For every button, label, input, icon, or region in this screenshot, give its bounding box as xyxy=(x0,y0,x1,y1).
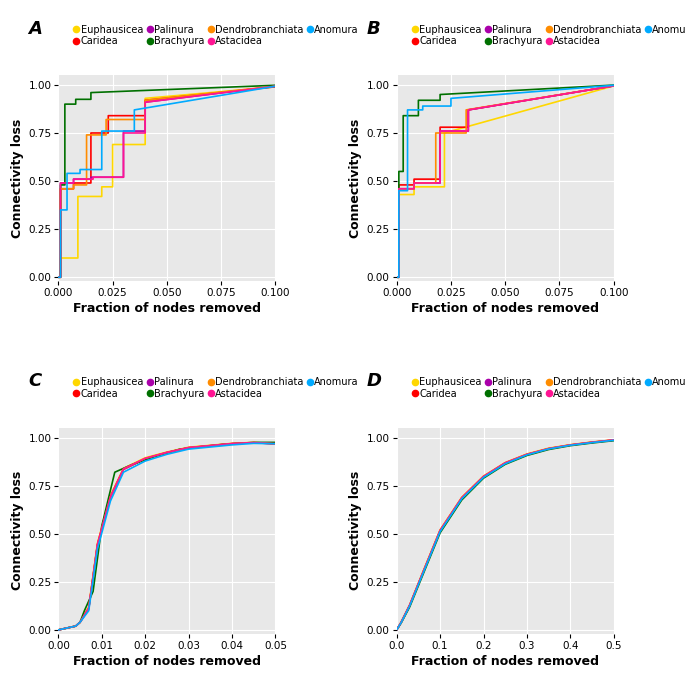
Legend: Euphausicea, Caridea, Palinura, Brachyura, Dendrobranchiata, Astacidea, Anomura: Euphausicea, Caridea, Palinura, Brachyur… xyxy=(74,24,358,46)
Y-axis label: Connectivity loss: Connectivity loss xyxy=(11,119,24,238)
X-axis label: Fraction of nodes removed: Fraction of nodes removed xyxy=(411,655,599,668)
X-axis label: Fraction of nodes removed: Fraction of nodes removed xyxy=(411,302,599,315)
Legend: Euphausicea, Caridea, Palinura, Brachyura, Dendrobranchiata, Astacidea, Anomura: Euphausicea, Caridea, Palinura, Brachyur… xyxy=(412,378,685,399)
Y-axis label: Connectivity loss: Connectivity loss xyxy=(349,471,362,591)
Y-axis label: Connectivity loss: Connectivity loss xyxy=(349,119,362,238)
Text: D: D xyxy=(366,372,382,390)
Legend: Euphausicea, Caridea, Palinura, Brachyura, Dendrobranchiata, Astacidea, Anomura: Euphausicea, Caridea, Palinura, Brachyur… xyxy=(74,378,358,399)
Text: A: A xyxy=(28,20,42,38)
Y-axis label: Connectivity loss: Connectivity loss xyxy=(11,471,24,591)
Text: B: B xyxy=(366,20,380,38)
Legend: Euphausicea, Caridea, Palinura, Brachyura, Dendrobranchiata, Astacidea, Anomura: Euphausicea, Caridea, Palinura, Brachyur… xyxy=(412,24,685,46)
Text: C: C xyxy=(28,372,41,390)
X-axis label: Fraction of nodes removed: Fraction of nodes removed xyxy=(73,302,261,315)
X-axis label: Fraction of nodes removed: Fraction of nodes removed xyxy=(73,655,261,668)
